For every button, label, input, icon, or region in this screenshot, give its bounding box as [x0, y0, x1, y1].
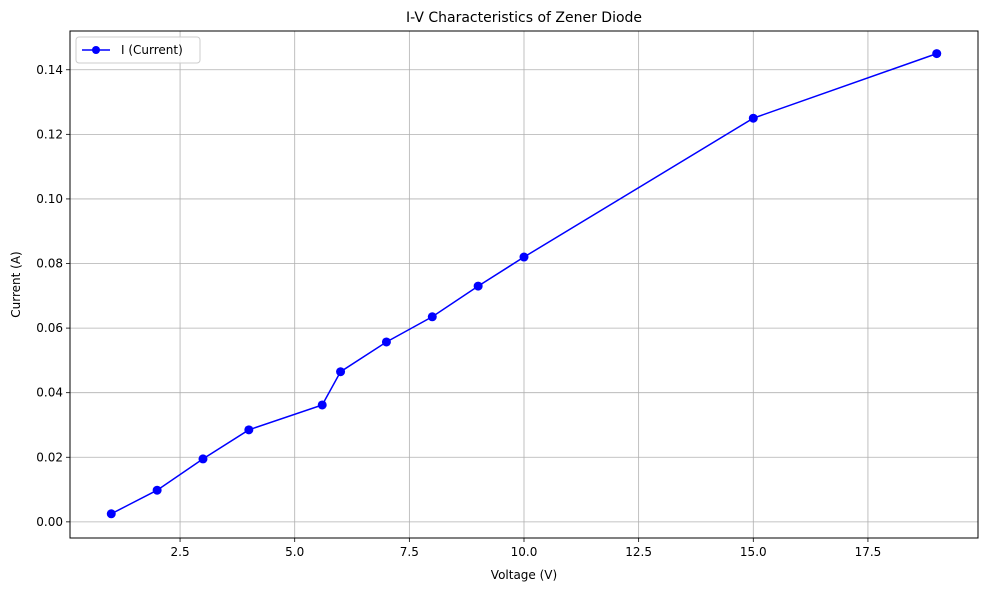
data-point	[106, 509, 116, 519]
data-point	[152, 485, 162, 495]
x-tick-label: 15.0	[740, 545, 767, 559]
y-tick-label: 0.12	[36, 127, 63, 141]
y-tick-label: 0.10	[36, 192, 63, 206]
legend: I (Current)	[75, 36, 201, 64]
x-axis-label: Voltage (V)	[491, 568, 557, 582]
data-point	[198, 454, 208, 464]
chart-title: I-V Characteristics of Zener Diode	[406, 10, 642, 26]
legend-entry-label: I (Current)	[121, 43, 183, 57]
y-tick-label: 0.06	[36, 321, 63, 335]
data-point	[317, 400, 327, 410]
data-point	[336, 367, 346, 377]
x-tick-label: 5.0	[285, 545, 304, 559]
y-axis-label: Current (A)	[9, 251, 23, 317]
y-tick-label: 0.02	[36, 450, 63, 464]
data-point	[748, 113, 758, 123]
x-tick-label: 10.0	[511, 545, 538, 559]
series-line	[110, 52, 937, 515]
y-axis-ticks: 0.00 0.02 0.04 0.06 0.08 0.10 0.12 0.14	[36, 63, 70, 529]
data-point	[519, 252, 529, 262]
y-tick-label: 0.00	[36, 515, 63, 529]
legend-box	[75, 36, 201, 64]
y-tick-label: 0.04	[36, 386, 63, 400]
data-point	[932, 49, 942, 59]
series-layer	[106, 49, 942, 519]
data-point	[427, 312, 437, 322]
data-point	[473, 281, 483, 291]
y-tick-label: 0.14	[36, 63, 63, 77]
x-tick-label: 12.5	[625, 545, 652, 559]
data-point	[244, 425, 254, 435]
data-point	[381, 337, 391, 347]
x-axis-ticks: 2.5 5.0 7.5 10.0 12.5 15.0 17.5	[171, 538, 882, 559]
x-tick-label: 2.5	[171, 545, 190, 559]
legend-marker-swatch	[92, 46, 100, 54]
x-tick-label: 17.5	[855, 545, 882, 559]
x-tick-label: 7.5	[400, 545, 419, 559]
y-tick-label: 0.08	[36, 257, 63, 271]
